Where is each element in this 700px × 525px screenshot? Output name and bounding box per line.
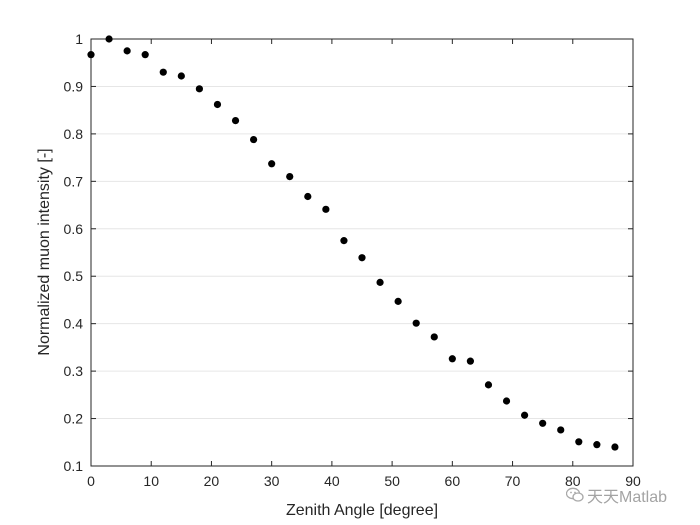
- data-point: [195, 85, 203, 93]
- data-point: [250, 135, 258, 144]
- data-point: [87, 51, 95, 59]
- data-point: [105, 35, 113, 43]
- x-axis-label: Zenith Angle [degree]: [286, 502, 438, 519]
- y-tick-label: 0.6: [64, 221, 84, 237]
- grid-lines: [91, 85, 633, 420]
- data-point: [358, 254, 366, 262]
- x-tick-label: 30: [264, 473, 280, 489]
- y-tick-label: 0.9: [64, 78, 84, 94]
- data-point: [412, 319, 420, 327]
- data-point: [521, 411, 529, 419]
- data-point: [394, 297, 402, 305]
- y-axis-label: Normalized muon intensity [-]: [36, 148, 53, 355]
- data-point: [376, 278, 384, 286]
- x-tick-label: 80: [565, 473, 581, 489]
- x-tick-label: 20: [204, 473, 220, 489]
- data-point: [231, 117, 240, 125]
- data-point: [322, 205, 330, 213]
- axis-ticks: [90, 38, 634, 467]
- x-tick-label: 70: [505, 473, 521, 489]
- wechat-bubble-icon: [565, 487, 584, 503]
- data-point: [575, 438, 583, 446]
- data-point: [430, 333, 438, 341]
- data-point: [141, 51, 149, 59]
- data-point: [123, 47, 131, 55]
- data-point: [502, 397, 511, 405]
- data-point: [304, 192, 312, 201]
- data-point: [611, 443, 619, 451]
- data-point: [286, 172, 294, 181]
- y-tick-label: 0.3: [64, 363, 84, 379]
- x-tick-label: 60: [445, 473, 461, 489]
- y-tick-label: 0.2: [64, 411, 84, 427]
- y-tick-labels: 0.1 0.2 0.3 0.4 0.5 0.6 0.7 0.8 0.9 1: [64, 31, 84, 474]
- data-point: [340, 237, 348, 245]
- data-points: [87, 35, 619, 451]
- watermark: 天天Matlab: [565, 483, 668, 507]
- y-tick-label: 0.4: [64, 316, 84, 332]
- data-point: [268, 160, 276, 168]
- data-point: [213, 100, 222, 109]
- x-tick-label: 0: [87, 473, 95, 489]
- data-point: [159, 68, 167, 76]
- y-tick-label: 1: [75, 31, 83, 47]
- y-tick-label: 0.5: [64, 268, 84, 284]
- x-tick-label: 50: [384, 473, 400, 489]
- data-point: [593, 441, 601, 449]
- data-point: [557, 426, 565, 434]
- data-point: [484, 381, 493, 389]
- data-point: [466, 357, 474, 365]
- data-point: [539, 419, 547, 427]
- y-tick-label: 0.8: [64, 126, 84, 142]
- data-point: [448, 355, 456, 363]
- y-tick-label: 0.1: [64, 458, 84, 474]
- x-tick-label: 10: [143, 473, 159, 489]
- watermark-text: 天天Matlab: [587, 489, 668, 506]
- x-tick-labels: 0 10 20 30 40 50 60 70 80 90: [87, 473, 641, 489]
- x-tick-label: 40: [324, 473, 340, 489]
- data-point: [177, 72, 185, 80]
- plot-frame: [90, 38, 634, 467]
- y-tick-label: 0.7: [64, 173, 84, 189]
- x-tick-label: 90: [625, 473, 641, 489]
